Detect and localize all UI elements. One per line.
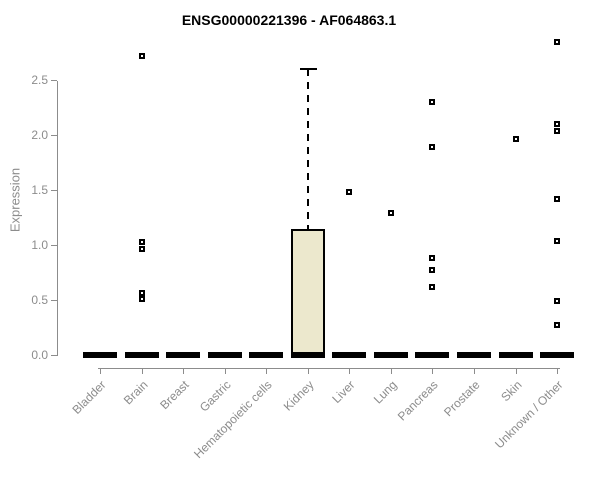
outlier-point xyxy=(138,246,145,253)
outlier-point xyxy=(387,210,394,217)
y-tick xyxy=(51,355,57,356)
y-tick xyxy=(51,135,57,136)
y-tick-label: 1.0 xyxy=(31,238,48,252)
outlier-point xyxy=(512,136,519,143)
outlier-point xyxy=(346,189,353,196)
outlier-point xyxy=(429,255,436,262)
median-line xyxy=(540,352,575,358)
outlier-point xyxy=(554,127,561,134)
y-tick-label: 0.0 xyxy=(31,348,48,362)
x-tick xyxy=(473,368,475,374)
x-tick xyxy=(432,368,434,374)
median-line xyxy=(83,352,117,358)
x-tick xyxy=(224,368,226,374)
y-tick xyxy=(51,80,57,81)
whisker-cap xyxy=(299,68,317,70)
x-axis-line xyxy=(98,368,560,369)
median-line xyxy=(332,352,367,358)
y-tick xyxy=(51,300,57,301)
x-tick xyxy=(100,368,101,374)
x-tick xyxy=(183,368,185,374)
outlier-point xyxy=(554,121,561,127)
y-tick-label: 2.5 xyxy=(31,73,48,87)
whisker xyxy=(306,69,309,229)
box xyxy=(290,228,325,355)
median-line xyxy=(498,352,533,358)
x-tick xyxy=(515,368,517,374)
y-axis-line xyxy=(57,81,58,356)
y-tick-label: 1.5 xyxy=(31,183,48,197)
x-tick xyxy=(266,368,268,374)
outlier-point xyxy=(138,295,145,302)
chart-title: ENSG00000221396 - AF064863.1 xyxy=(181,12,397,28)
median-line xyxy=(124,352,159,358)
outlier-point xyxy=(429,99,436,105)
x-tick xyxy=(349,368,351,374)
x-tick xyxy=(557,368,559,374)
outlier-point xyxy=(429,144,436,151)
median-line xyxy=(373,352,408,358)
median-line xyxy=(456,352,491,358)
outlier-point xyxy=(554,38,561,45)
median-line xyxy=(290,352,325,358)
y-tick-label: 0.5 xyxy=(31,293,48,307)
outlier-point xyxy=(138,52,145,59)
x-tick xyxy=(307,368,309,374)
outlier-point xyxy=(554,298,561,305)
y-tick xyxy=(51,245,57,246)
outlier-point xyxy=(138,290,145,297)
outlier-point xyxy=(554,195,561,202)
outlier-point xyxy=(554,322,561,329)
median-line xyxy=(415,352,450,358)
outlier-point xyxy=(138,238,145,245)
y-tick-label: 2.0 xyxy=(31,128,48,142)
x-tick xyxy=(390,368,392,374)
median-line xyxy=(166,352,201,358)
median-line xyxy=(207,352,242,358)
y-tick xyxy=(51,190,57,191)
outlier-point xyxy=(429,283,436,290)
median-line xyxy=(249,352,284,358)
x-tick xyxy=(141,368,143,374)
outlier-point xyxy=(554,237,561,244)
outlier-point xyxy=(429,267,436,274)
